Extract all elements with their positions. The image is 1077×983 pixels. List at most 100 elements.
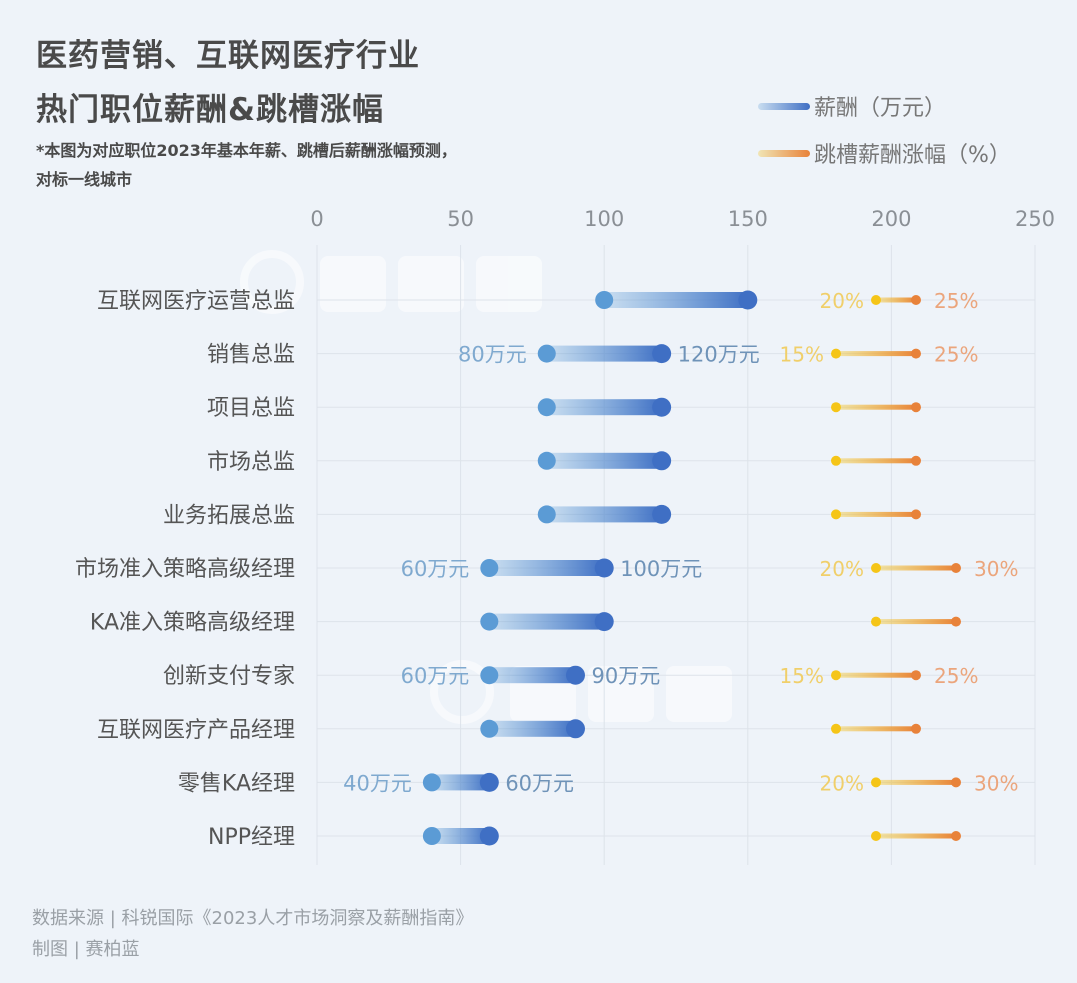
raise-high-dot: [911, 348, 921, 359]
salary-low-dot: [595, 291, 614, 309]
category-label: 互联网医疗运营总监: [97, 289, 295, 314]
category-label: 创新支付专家: [163, 664, 295, 689]
x-tick-label: 200: [871, 207, 911, 231]
salary-low-label: 60万元: [401, 664, 470, 688]
raise-high-dot: [951, 831, 961, 841]
category-label: 业务拓展总监: [163, 503, 295, 528]
salary-high-dot: [652, 397, 672, 417]
salary-high-dot: [565, 719, 585, 739]
category-label: 销售总监: [207, 343, 295, 368]
salary-low-label: 80万元: [458, 343, 527, 367]
salary-bar: [546, 345, 662, 362]
category-label: 市场总监: [207, 450, 295, 475]
salary-bar: [489, 667, 576, 684]
salary-bar: [546, 506, 662, 523]
salary-bar: [604, 292, 748, 308]
category-label: 零售KA经理: [178, 771, 295, 796]
raise-bar: [876, 779, 956, 785]
salary-low-label: 60万元: [401, 557, 470, 581]
salary-bar: [489, 560, 605, 576]
watermark-logo: [240, 250, 542, 314]
raise-high-label: 25%: [934, 289, 978, 313]
raise-low-label: 20%: [820, 289, 864, 313]
salary-low-dot: [422, 827, 441, 845]
salary-high-label: 120万元: [678, 343, 760, 367]
raise-high-dot: [911, 402, 921, 413]
raise-bar: [836, 511, 916, 517]
salary-bar: [489, 613, 605, 630]
salary-bar: [546, 452, 662, 469]
salary-high-dot: [738, 290, 758, 310]
legend-salary-label: 薪酬（万元）: [814, 96, 947, 121]
x-tick-label: 150: [728, 207, 768, 231]
salary-low-label: 40万元: [343, 771, 412, 795]
footer-credit: 制图 | 赛柏蓝: [32, 939, 140, 960]
salary-high-dot: [565, 665, 585, 685]
salary-low-dot: [480, 719, 499, 738]
raise-bar: [836, 672, 916, 678]
raise-high-dot: [911, 670, 921, 681]
raise-high-dot: [951, 777, 961, 788]
watermark-logo-block: [320, 256, 386, 312]
watermark-logo-mark: [430, 660, 494, 724]
salary-high-dot: [479, 826, 499, 846]
raise-high-label: 25%: [934, 664, 978, 688]
category-label: 项目总监: [207, 396, 295, 421]
salary-high-label: 90万元: [591, 664, 660, 688]
raise-bar: [876, 565, 956, 571]
salary-low-dot: [480, 559, 499, 577]
raise-high-dot: [951, 563, 961, 573]
raise-bar: [876, 619, 956, 625]
raise-high-label: 25%: [934, 343, 978, 367]
chart-note-line1: *本图为对应职位2023年基本年薪、跳槽后薪酬涨幅预测，: [36, 141, 457, 160]
raise-low-dot: [871, 616, 881, 627]
raise-high-dot: [911, 509, 921, 520]
raise-low-dot: [871, 831, 881, 841]
footer-source: 数据来源 | 科锐国际《2023人才市场洞察及薪酬指南》: [32, 908, 474, 929]
chart-title-line2: 热门职位薪酬&跳槽涨幅: [36, 92, 385, 128]
category-label: 市场准入策略高级经理: [75, 557, 295, 582]
salary-low-dot: [422, 773, 441, 792]
raise-low-dot: [831, 348, 841, 359]
raise-low-dot: [831, 455, 841, 466]
salary-bar: [431, 774, 490, 791]
raise-low-dot: [831, 509, 841, 520]
raise-high-label: 30%: [974, 557, 1018, 581]
raise-low-dot: [871, 777, 881, 788]
legend-raise-label: 跳槽薪酬涨幅（%）: [814, 143, 1011, 168]
legend-raise-swatch: [758, 149, 810, 157]
raise-high-label: 30%: [974, 771, 1018, 795]
raise-bar: [876, 833, 956, 839]
salary-high-dot: [652, 451, 672, 471]
category-label: NPP经理: [208, 825, 295, 850]
raise-high-dot: [911, 295, 921, 305]
x-tick-label: 100: [584, 207, 624, 231]
raise-low-label: 20%: [820, 557, 864, 581]
raise-low-dot: [871, 563, 881, 573]
watermark-logo-block: [666, 666, 732, 722]
chart-note-line2: 对标一线城市: [36, 170, 133, 189]
watermark-logo-block: [476, 256, 542, 312]
legend-raise: 跳槽薪酬涨幅（%）: [758, 137, 1011, 169]
raise-low-dot: [871, 295, 881, 305]
salary-high-dot: [594, 612, 614, 632]
raise-high-dot: [911, 723, 921, 734]
legend-salary: 薪酬（万元）: [758, 90, 946, 122]
salary-low-dot: [537, 451, 556, 470]
raise-bar: [836, 404, 916, 410]
x-tick-label: 0: [310, 207, 323, 231]
watermark-logo-block: [398, 256, 464, 312]
salary-bar: [546, 399, 662, 416]
raise-low-label: 20%: [820, 771, 864, 795]
raise-bar: [836, 726, 916, 732]
x-tick-label: 50: [447, 207, 474, 231]
chart-title-line1: 医药营销、互联网医疗行业: [36, 38, 420, 74]
category-label: 互联网医疗产品经理: [97, 718, 295, 743]
raise-low-label: 15%: [780, 343, 824, 367]
salary-high-label: 100万元: [620, 557, 702, 581]
raise-low-dot: [831, 670, 841, 681]
raise-low-dot: [831, 723, 841, 734]
salary-low-dot: [480, 666, 499, 685]
salary-low-dot: [537, 344, 556, 363]
